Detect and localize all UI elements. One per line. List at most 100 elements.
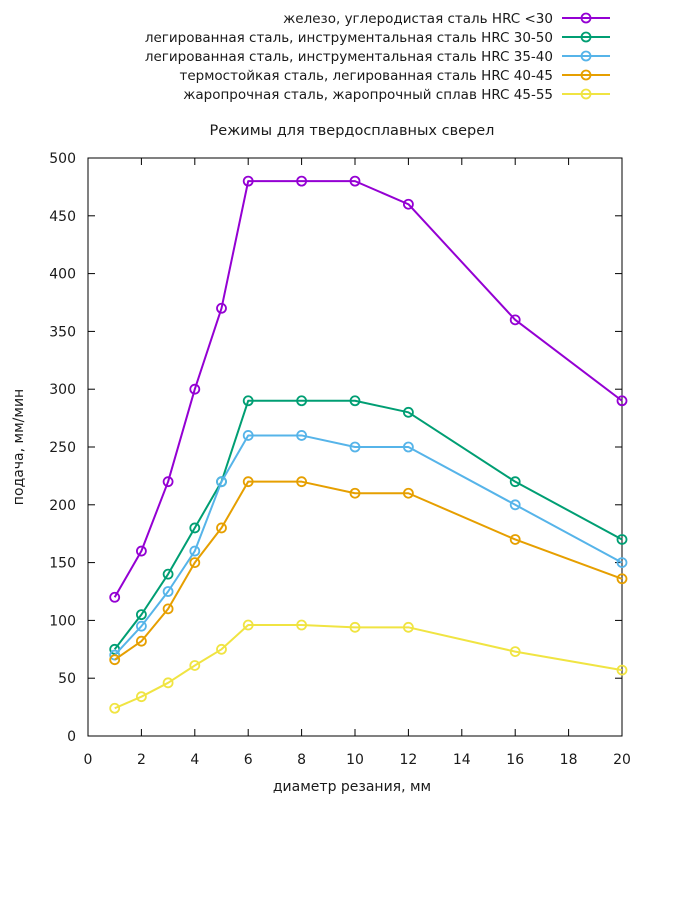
data-point [162, 677, 174, 689]
data-point [189, 545, 201, 557]
data-point [135, 691, 147, 703]
data-point [402, 406, 414, 418]
data-point [509, 646, 521, 658]
legend-label: железо, углеродистая сталь HRC <30 [283, 11, 553, 27]
y-axis: 0 50 100 150 200 250 300 350 400 450 500 [49, 151, 622, 745]
series-line [113, 180, 623, 598]
data-point [109, 654, 121, 666]
data-point [162, 603, 174, 615]
data-point [402, 441, 414, 453]
data-point [189, 660, 201, 671]
x-tick-label: 20 [613, 752, 631, 768]
data-point [189, 383, 201, 395]
series-line [114, 624, 623, 710]
y-tick-label: 500 [49, 151, 76, 167]
data-point [616, 573, 628, 585]
legend-label: легированная сталь, инструментальная ста… [145, 49, 553, 65]
data-point [296, 175, 308, 187]
data-point [162, 476, 174, 488]
data-point [216, 476, 227, 488]
series-1 [109, 395, 628, 655]
x-tick-label: 4 [190, 752, 199, 768]
legend-swatch-marker [580, 50, 592, 62]
data-point [162, 586, 174, 597]
legend-label: легированная сталь, инструментальная ста… [145, 30, 553, 46]
data-point [242, 395, 254, 407]
y-tick-label: 350 [49, 324, 76, 340]
y-tick-label: 0 [67, 729, 76, 745]
series-3 [109, 476, 628, 666]
data-point [616, 534, 628, 545]
legend-swatch-marker [580, 69, 592, 81]
data-point [162, 568, 174, 580]
series-line [113, 434, 623, 656]
y-tick-label: 150 [49, 556, 76, 572]
x-tick-label: 10 [346, 752, 364, 768]
y-axis-title: подача, мм/мин [11, 389, 27, 505]
data-point [349, 175, 361, 187]
data-point [616, 664, 628, 676]
series-line [114, 480, 623, 661]
data-point [109, 591, 121, 603]
data-point [616, 557, 628, 568]
data-point [189, 557, 201, 568]
legend-label: термостойкая сталь, легированная сталь H… [179, 68, 553, 84]
chart-title: Режимы для твердосплавных сверел [210, 123, 495, 139]
legend-item: жаропрочная сталь, жаропрочный сплав HRC… [183, 87, 610, 103]
data-point [135, 635, 147, 647]
data-point [349, 487, 361, 499]
legend-item: легированная сталь, инструментальная ста… [145, 30, 610, 46]
series-2 [109, 430, 628, 661]
data-point [509, 534, 521, 545]
series-line [113, 399, 623, 650]
data-point [216, 522, 227, 534]
data-point [402, 621, 414, 633]
data-point [349, 441, 361, 453]
series-layer [109, 175, 628, 714]
data-point [402, 198, 414, 210]
y-tick-label: 300 [49, 382, 76, 398]
data-point [296, 395, 308, 407]
data-point [402, 487, 414, 499]
legend-swatch-marker [580, 31, 592, 43]
x-tick-label: 14 [453, 752, 471, 768]
legend-item: легированная сталь, инструментальная ста… [145, 49, 610, 65]
series-0 [109, 175, 628, 603]
data-point [242, 175, 254, 187]
legend-item: железо, углеродистая сталь HRC <30 [283, 11, 610, 27]
y-tick-label: 100 [49, 613, 76, 629]
data-point [135, 545, 147, 557]
data-point [296, 476, 308, 488]
data-point [189, 522, 201, 534]
data-point [242, 430, 254, 441]
data-point [296, 430, 308, 441]
legend: железо, углеродистая сталь HRC <30 легиро… [145, 11, 610, 103]
x-tick-label: 12 [399, 752, 417, 768]
y-tick-label: 200 [49, 498, 76, 514]
data-point [349, 621, 361, 633]
data-point [109, 702, 121, 714]
data-point [349, 395, 361, 407]
x-tick-label: 6 [244, 752, 253, 768]
data-point [616, 395, 628, 407]
legend-swatch-marker [580, 12, 592, 24]
data-point [135, 609, 147, 621]
data-point [216, 643, 227, 655]
y-tick-label: 400 [49, 267, 76, 283]
data-point [509, 476, 521, 488]
legend-swatch-marker [580, 88, 592, 100]
legend-item: термостойкая сталь, легированная сталь H… [179, 68, 610, 84]
x-tick-label: 0 [84, 752, 93, 768]
y-tick-label: 450 [49, 209, 76, 225]
data-point [135, 620, 147, 632]
data-point [242, 476, 254, 488]
x-tick-label: 16 [506, 752, 524, 768]
data-point [509, 314, 521, 326]
data-point [242, 619, 254, 631]
x-tick-label: 18 [560, 752, 578, 768]
x-tick-label: 2 [137, 752, 146, 768]
x-tick-label: 8 [297, 752, 306, 768]
legend-label: жаропрочная сталь, жаропрочный сплав HRC… [183, 87, 553, 103]
data-point [216, 302, 227, 314]
